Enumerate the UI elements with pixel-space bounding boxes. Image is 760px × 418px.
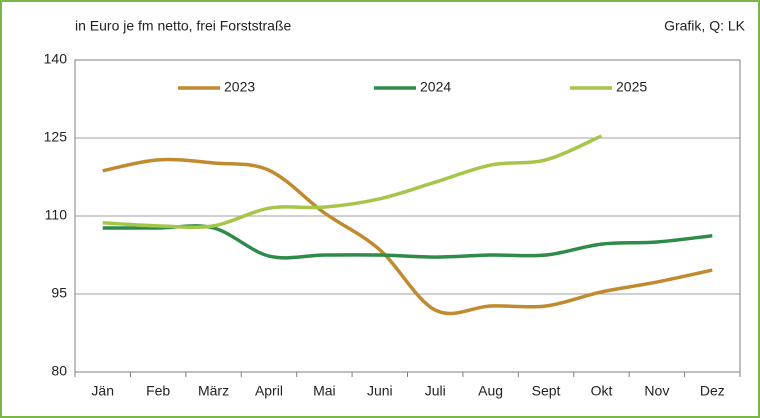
y-tick-label: 80 <box>51 363 67 379</box>
y-tick-label: 95 <box>51 285 67 301</box>
x-tick-label: Sept <box>532 383 561 399</box>
legend-label: 2025 <box>616 79 647 95</box>
x-tick-label: April <box>255 383 283 399</box>
chart-title: in Euro je fm netto, frei Forststraße <box>75 18 292 34</box>
y-tick-label: 110 <box>45 207 68 223</box>
x-tick-label: Dez <box>700 383 725 399</box>
y-tick-label: 140 <box>44 51 68 67</box>
x-tick-label: Nov <box>644 383 669 399</box>
x-tick-label: Aug <box>478 383 503 399</box>
x-tick-label: Okt <box>591 383 613 399</box>
legend-label: 2024 <box>420 79 451 95</box>
x-tick-label: Feb <box>146 383 170 399</box>
source: Grafik, Q: LK <box>664 18 746 34</box>
legend-label: 2023 <box>224 79 255 95</box>
x-tick-label: März <box>198 383 229 399</box>
x-tick-label: Jän <box>91 383 114 399</box>
x-tick-label: Juli <box>425 383 446 399</box>
series-line <box>102 157 713 316</box>
x-tick-label: Juni <box>367 383 393 399</box>
x-tick-label: Mai <box>313 383 336 399</box>
y-tick-label: 125 <box>44 129 68 145</box>
series-line <box>102 134 603 230</box>
